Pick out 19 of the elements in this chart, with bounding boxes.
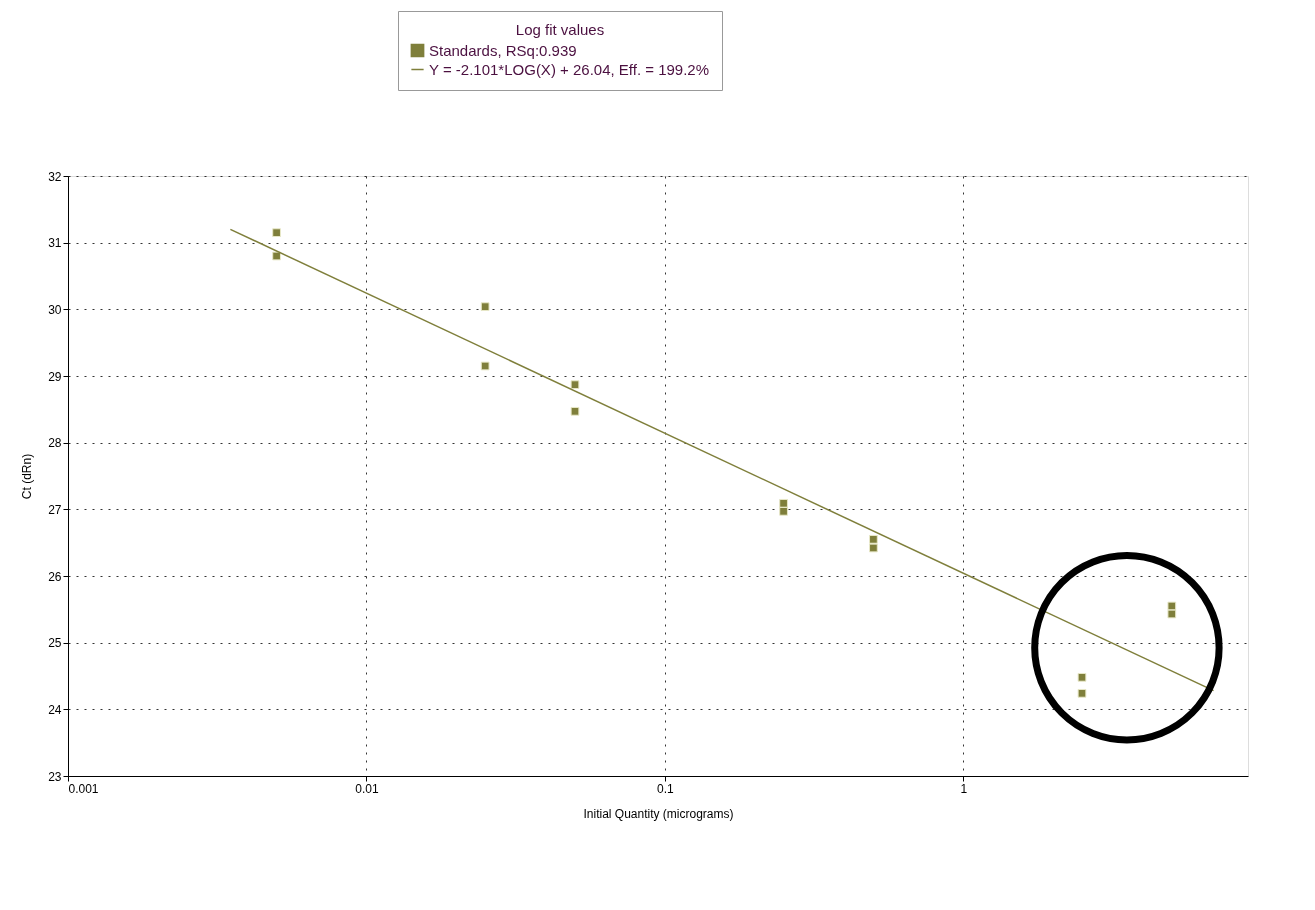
x-tick-label: 1 — [960, 781, 968, 796]
y-tick-label: 23 — [48, 769, 62, 784]
x-tick-label: 0.1 — [656, 781, 674, 796]
legend-label: Standards, RSq:0.939 — [429, 41, 577, 59]
legend-label: Y = -2.101*LOG(X) + 26.04, Eff. = 199.2% — [429, 60, 710, 78]
y-tick-label: 27 — [48, 502, 62, 517]
x-axis-title: Initial Quantity (micrograms) — [583, 806, 734, 821]
y-tick-label: 32 — [48, 169, 62, 184]
y-tick-label: 25 — [48, 636, 62, 651]
x-tick-label: 0.01 — [355, 781, 379, 796]
legend-title: Log fit values — [515, 21, 605, 38]
x-tick-label: 0.001 — [68, 781, 99, 796]
y-tick-label: 28 — [48, 436, 62, 451]
y-tick-label: 24 — [48, 702, 62, 717]
y-tick-label: 30 — [48, 302, 62, 317]
y-tick-label: 26 — [48, 569, 62, 584]
y-axis-title: Ct (dRn) — [20, 453, 35, 500]
y-tick-label: 31 — [48, 236, 62, 251]
y-tick-label: 29 — [48, 369, 62, 384]
